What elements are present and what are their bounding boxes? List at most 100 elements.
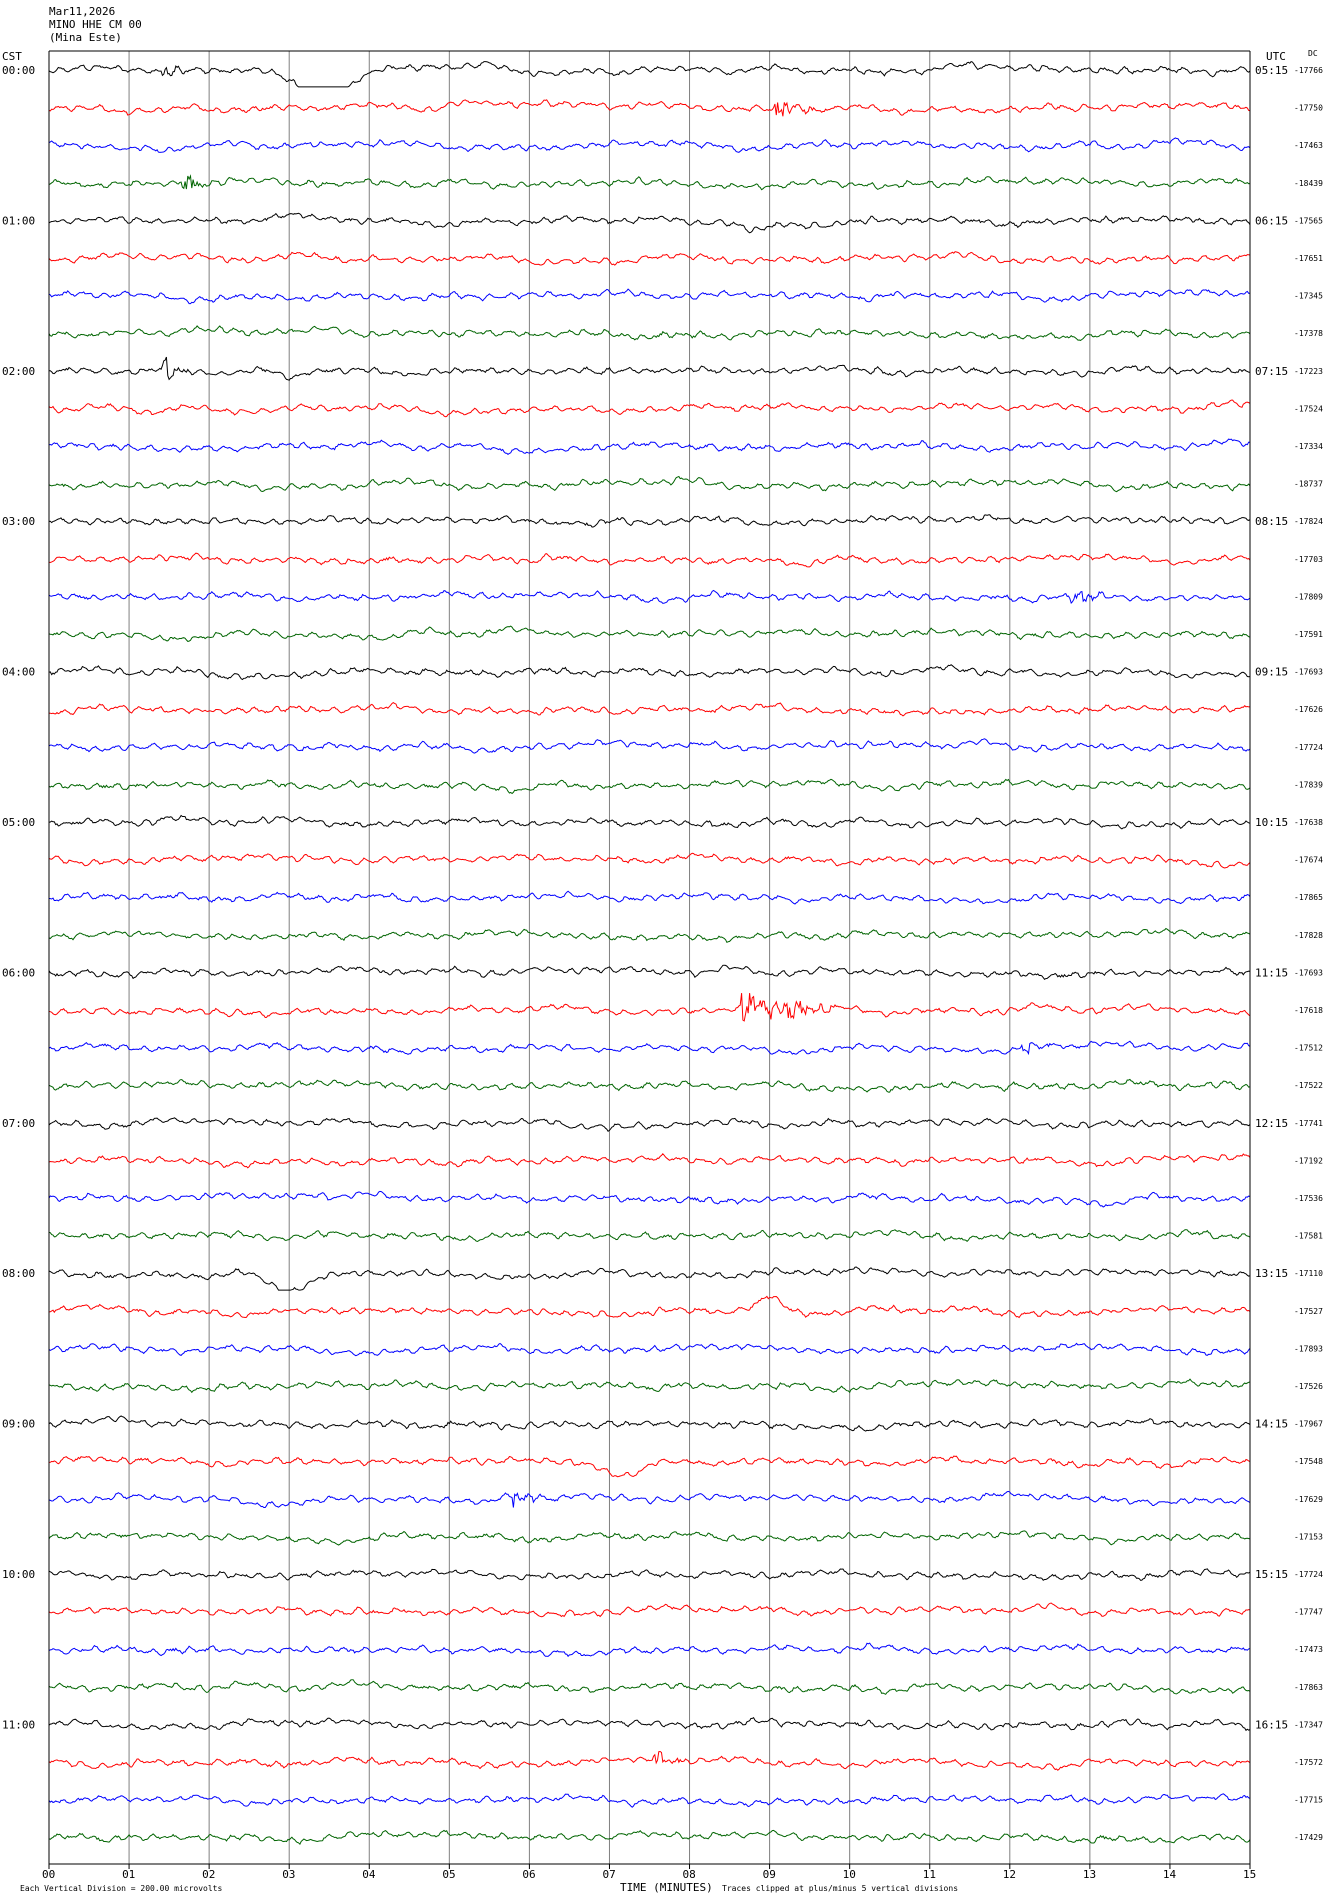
dc-offset-label: -17724 <box>1294 1570 1323 1579</box>
trace-row-44 <box>48 1717 1251 1732</box>
dc-offset-label: -17153 <box>1294 1532 1323 1541</box>
dc-offset-label: -17629 <box>1294 1495 1323 1504</box>
dc-offset-label: -17715 <box>1294 1796 1323 1805</box>
dc-offset-label: -17512 <box>1294 1044 1323 1053</box>
left-hour-label: 04:00 <box>2 666 35 679</box>
dc-column-title: DC <box>1308 49 1318 58</box>
dc-offset-label: -17750 <box>1294 104 1323 113</box>
x-tick-label-01: 01 <box>122 1868 135 1881</box>
dc-offset-label: -17766 <box>1294 66 1323 75</box>
trace-row-3 <box>48 174 1251 191</box>
dc-offset-label: -17724 <box>1294 743 1323 752</box>
trace-row-26 <box>48 1040 1251 1056</box>
dc-offset-label: -17893 <box>1294 1344 1323 1353</box>
trace-row-10 <box>48 438 1251 456</box>
dc-offset-label: -17378 <box>1294 329 1323 338</box>
dc-offset-label: -17618 <box>1294 1006 1323 1015</box>
trace-row-45 <box>48 1750 1251 1771</box>
dc-offset-label: -17703 <box>1294 555 1323 564</box>
trace-row-31 <box>48 1229 1251 1243</box>
right-hour-label: 11:15 <box>1255 966 1288 979</box>
x-tick-label-08: 08 <box>683 1868 696 1881</box>
dc-offset-label: -17626 <box>1294 705 1323 714</box>
left-hour-label: 03:00 <box>2 515 35 528</box>
trace-row-39 <box>48 1530 1251 1546</box>
trace-row-32 <box>48 1266 1251 1291</box>
trace-row-21 <box>48 852 1251 869</box>
x-tick-label-04: 04 <box>362 1868 376 1881</box>
x-tick-label-13: 13 <box>1083 1868 1096 1881</box>
trace-row-30 <box>48 1190 1251 1208</box>
dc-offset-label: -17110 <box>1294 1269 1323 1278</box>
axis-labels: CST UTC DC TIME (MINUTES) Each Vertical … <box>2 49 1323 1894</box>
trace-row-20 <box>48 814 1251 830</box>
trace-row-23 <box>48 927 1251 943</box>
trace-row-46 <box>48 1793 1251 1808</box>
dc-offset-label: -17747 <box>1294 1608 1323 1617</box>
trace-row-28 <box>48 1117 1251 1133</box>
trace-row-0 <box>48 61 1251 88</box>
plot-frame <box>48 50 1251 1865</box>
trace-row-37 <box>48 1455 1251 1478</box>
right-hour-label: 12:15 <box>1255 1117 1288 1130</box>
left-axis-title: CST <box>2 50 22 63</box>
trace-row-9 <box>48 399 1251 418</box>
trace-row-18 <box>48 738 1251 754</box>
trace-row-16 <box>48 664 1251 681</box>
dc-offset-label: -17809 <box>1294 592 1323 601</box>
dc-offset-label: -17651 <box>1294 254 1323 263</box>
dc-offset-label: -17527 <box>1294 1307 1323 1316</box>
dc-offset-label: -17522 <box>1294 1081 1323 1090</box>
trace-row-33 <box>48 1295 1251 1319</box>
x-tick-label-10: 10 <box>843 1868 856 1881</box>
trace-row-27 <box>48 1078 1251 1093</box>
dc-offset-label: -17548 <box>1294 1457 1323 1466</box>
trace-row-40 <box>48 1568 1251 1581</box>
right-hour-label: 10:15 <box>1255 816 1288 829</box>
left-hour-label: 01:00 <box>2 214 35 227</box>
dc-offset-label: -17565 <box>1294 216 1323 225</box>
left-hour-label: 00:00 <box>2 64 35 77</box>
x-tick-label-07: 07 <box>602 1868 615 1881</box>
x-tick-label-00: 00 <box>42 1868 55 1881</box>
dc-offset-label: -17536 <box>1294 1194 1323 1203</box>
header-station: MINO HHE CM 00 <box>49 18 142 31</box>
left-hour-label: 11:00 <box>2 1718 35 1731</box>
dc-offset-label: -17429 <box>1294 1833 1323 1842</box>
x-tick-label-03: 03 <box>282 1868 295 1881</box>
trace-row-17 <box>48 702 1250 717</box>
right-hour-label: 09:15 <box>1255 666 1288 679</box>
dc-offset-label: -17863 <box>1294 1683 1323 1692</box>
dc-offset-label: -17192 <box>1294 1156 1323 1165</box>
right-hour-label: 16:15 <box>1255 1718 1288 1731</box>
trace-row-24 <box>48 964 1251 980</box>
dc-offset-label: -17693 <box>1294 968 1323 977</box>
left-hour-label: 08:00 <box>2 1267 35 1280</box>
trace-row-2 <box>48 137 1251 153</box>
dc-offset-label: -17334 <box>1294 442 1323 451</box>
dc-offset-label: -17865 <box>1294 893 1323 902</box>
dc-offset-label: -17347 <box>1294 1720 1323 1729</box>
trace-row-8 <box>49 356 1251 381</box>
dc-offset-label: -17638 <box>1294 818 1323 827</box>
left-hour-label: 05:00 <box>2 816 35 829</box>
dc-offset-label: -17741 <box>1294 1119 1323 1128</box>
trace-row-13 <box>48 552 1251 568</box>
dc-offset-label: -17473 <box>1294 1645 1323 1654</box>
dc-offset-label: -17526 <box>1294 1382 1323 1391</box>
header-date: Mar11,2026 <box>49 5 116 18</box>
trace-row-42 <box>48 1642 1251 1658</box>
dc-offset-label: -17693 <box>1294 668 1323 677</box>
trace-row-35 <box>48 1378 1251 1394</box>
x-tick-label-14: 14 <box>1163 1868 1177 1881</box>
x-tick-label-06: 06 <box>522 1868 535 1881</box>
dc-offset-label: -17824 <box>1294 517 1323 526</box>
dc-offset-label: -17345 <box>1294 292 1323 301</box>
dc-offset-label: -17524 <box>1294 404 1323 413</box>
x-tick-label-09: 09 <box>763 1868 776 1881</box>
trace-row-19 <box>48 778 1251 795</box>
x-tick-label-15: 15 <box>1243 1868 1256 1881</box>
x-tick-label-12: 12 <box>1003 1868 1016 1881</box>
dc-offset-label: -18439 <box>1294 179 1323 188</box>
